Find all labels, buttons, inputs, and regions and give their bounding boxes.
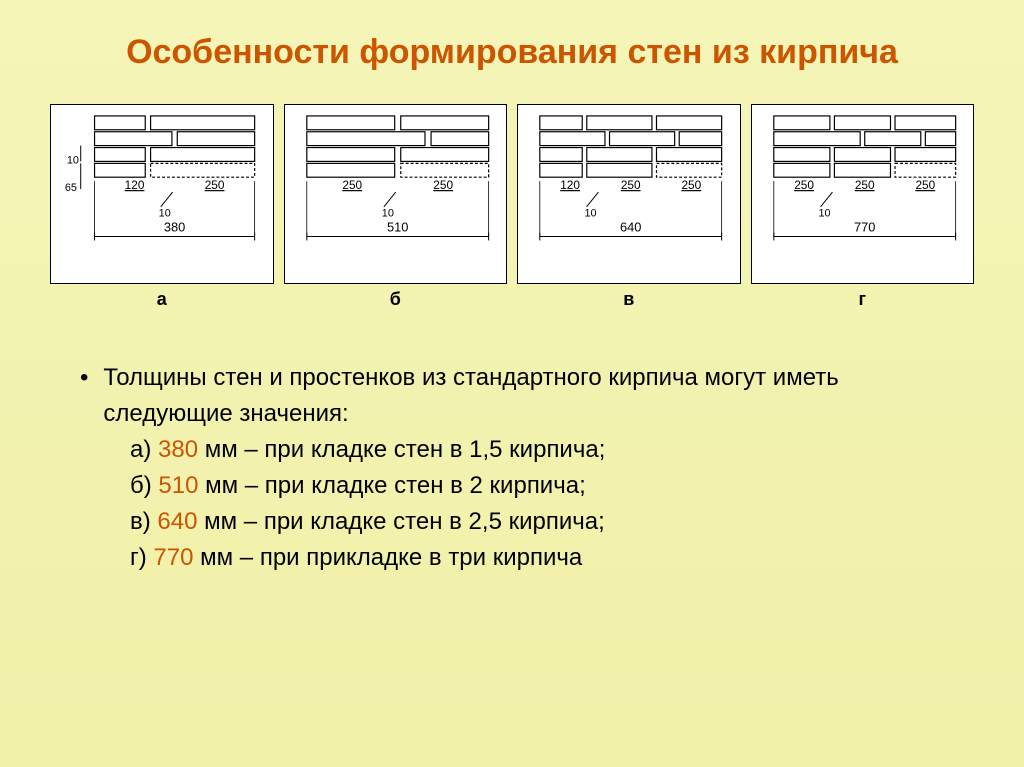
diagram-box: 120 250 250 10 640 bbox=[517, 104, 741, 284]
svg-text:250: 250 bbox=[854, 178, 874, 192]
line-suffix: мм – при прикладке в три кирпича bbox=[193, 544, 582, 571]
line-value: 510 bbox=[158, 472, 198, 499]
line-prefix: г) bbox=[130, 544, 153, 571]
slide-title: Особенности формирования стен из кирпича bbox=[50, 30, 974, 74]
line-prefix: б) bbox=[130, 472, 158, 499]
thickness-line-2: в) 640 мм – при кладке стен в 2,5 кирпич… bbox=[80, 504, 974, 540]
line-suffix: мм – при кладке стен в 2 кирпича; bbox=[198, 472, 585, 499]
line-prefix: а) bbox=[130, 436, 158, 463]
svg-text:250: 250 bbox=[794, 178, 814, 192]
bullet-intro: • Толщины стен и простенков из стандартн… bbox=[80, 360, 974, 432]
thickness-line-0: а) 380 мм – при кладке стен в 1,5 кирпич… bbox=[80, 432, 974, 468]
svg-text:510: 510 bbox=[387, 220, 408, 235]
svg-text:250: 250 bbox=[433, 178, 453, 192]
svg-text:250: 250 bbox=[915, 178, 935, 192]
line-value: 640 bbox=[157, 508, 197, 535]
svg-text:10: 10 bbox=[381, 208, 393, 220]
diagram-в: 120 250 250 10 640 в bbox=[517, 104, 741, 310]
diagram-label: а bbox=[157, 289, 167, 310]
svg-text:65: 65 bbox=[65, 182, 77, 194]
line-value: 770 bbox=[153, 544, 193, 571]
thickness-line-3: г) 770 мм – при прикладке в три кирпича bbox=[80, 540, 974, 576]
svg-text:10: 10 bbox=[159, 208, 171, 220]
svg-text:10: 10 bbox=[584, 208, 596, 220]
svg-text:250: 250 bbox=[621, 178, 641, 192]
svg-text:250: 250 bbox=[205, 178, 225, 192]
diagram-а: 106512025010380а bbox=[50, 104, 274, 310]
svg-text:250: 250 bbox=[342, 178, 362, 192]
svg-text:120: 120 bbox=[125, 178, 145, 192]
svg-text:120: 120 bbox=[560, 178, 580, 192]
diagram-б: 250 250 10510 б bbox=[284, 104, 508, 310]
svg-text:250: 250 bbox=[681, 178, 701, 192]
line-suffix: мм – при кладке стен в 2,5 кирпича; bbox=[197, 508, 604, 535]
bullet-icon: • bbox=[80, 360, 88, 396]
intro-text: Толщины стен и простенков из стандартног… bbox=[103, 360, 974, 432]
diagram-г: 250 250 250 10 770 г bbox=[751, 104, 975, 310]
svg-text:10: 10 bbox=[67, 155, 79, 167]
svg-text:10: 10 bbox=[818, 208, 830, 220]
svg-text:380: 380 bbox=[164, 220, 185, 235]
body-text: • Толщины стен и простенков из стандартн… bbox=[50, 360, 974, 576]
svg-text:770: 770 bbox=[854, 220, 875, 235]
line-suffix: мм – при кладке стен в 1,5 кирпича; bbox=[198, 436, 605, 463]
diagram-box: 250 250 250 10 770 bbox=[751, 104, 975, 284]
thickness-line-1: б) 510 мм – при кладке стен в 2 кирпича; bbox=[80, 468, 974, 504]
diagram-label: б bbox=[390, 289, 401, 310]
diagram-box: 250 250 10510 bbox=[284, 104, 508, 284]
diagram-label: г bbox=[859, 289, 867, 310]
line-value: 380 bbox=[158, 436, 198, 463]
diagrams-row: 106512025010380а25025010510б120250250106… bbox=[50, 104, 974, 310]
diagram-label: в bbox=[623, 289, 634, 310]
slide: Особенности формирования стен из кирпича… bbox=[0, 0, 1024, 767]
line-prefix: в) bbox=[130, 508, 157, 535]
svg-text:640: 640 bbox=[620, 220, 641, 235]
diagram-box: 106512025010380 bbox=[50, 104, 274, 284]
